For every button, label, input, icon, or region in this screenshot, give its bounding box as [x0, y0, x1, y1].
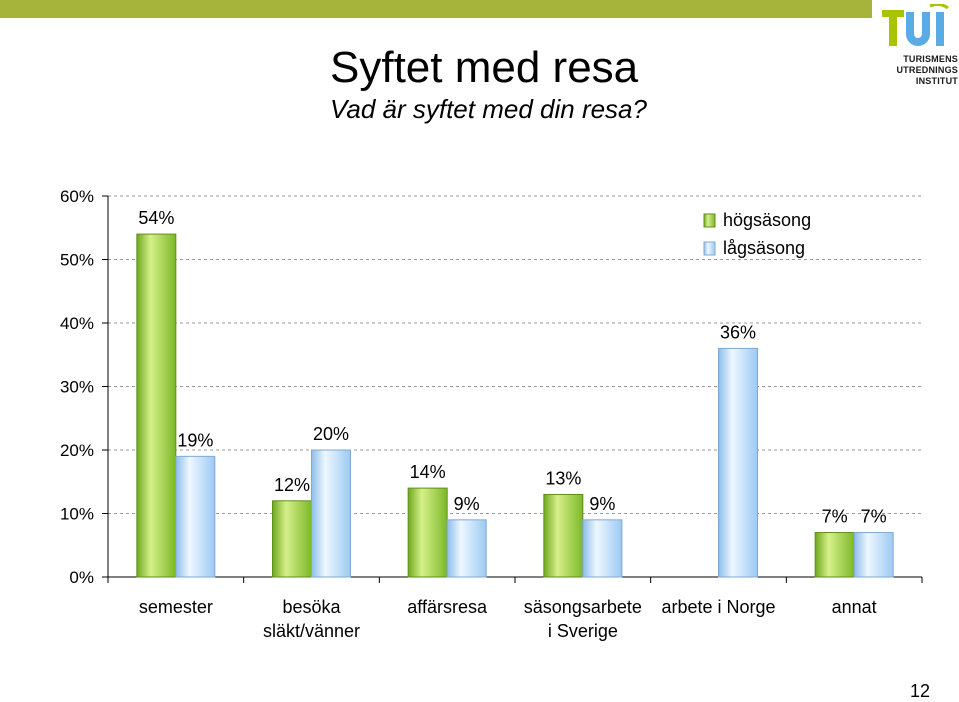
page-title: Syftet med resa [330, 43, 639, 92]
bar-value-label: 9% [589, 494, 615, 514]
logo-line: UTREDNINGS [896, 65, 958, 75]
bar-value-label: 54% [138, 208, 174, 228]
bar-lagsasong [446, 519, 487, 578]
bar-value-label: 20% [313, 424, 349, 444]
bar-value-label: 9% [454, 494, 480, 514]
bar-hogsasong [136, 233, 177, 578]
x-tick-label: i Sverige [548, 621, 618, 641]
axes [102, 195, 923, 583]
x-tick-label: annat [832, 597, 877, 617]
bar-value-label: 7% [822, 507, 848, 527]
y-tick-label: 0% [69, 568, 94, 587]
bar-value-label: 19% [177, 430, 213, 450]
bar-lagsasong [718, 347, 758, 578]
x-tick-label: släkt/vänner [263, 621, 360, 641]
x-tick-label: arbete i Norge [661, 597, 775, 617]
labels: 0% 10% 20% 30% 40% 50% 60% 54% 12% 14% 13% 7% 19% 20%… [60, 187, 887, 641]
page-number: 12 [909, 681, 930, 701]
y-tick-label: 10% [60, 505, 94, 524]
bars [136, 233, 894, 578]
bar-value-label: 7% [861, 507, 887, 527]
y-tick-label: 50% [60, 251, 94, 270]
legend: högsäsong lågsäsong [703, 210, 811, 258]
logo-line: INSTITUT [915, 76, 958, 86]
bar-lagsasong [311, 449, 351, 578]
legend-label: lågsäsong [723, 238, 805, 258]
tui-logo: TURISMENS UTREDNINGS INSTITUT [874, 4, 958, 90]
bar-hogsasong [272, 500, 312, 578]
x-tick-label: affärsresa [407, 597, 488, 617]
y-tick-label: 40% [60, 314, 94, 333]
bar-hogsasong [407, 487, 448, 578]
legend-swatch-lagsasong [703, 241, 716, 256]
logo-line: TURISMENS [903, 54, 958, 64]
y-tick-label: 60% [60, 187, 94, 206]
bar-value-label: 12% [274, 475, 310, 495]
bar-lagsasong [582, 519, 623, 578]
x-tick-label: besöka [282, 597, 341, 617]
y-tick-label: 30% [60, 378, 94, 397]
bar-value-label: 36% [720, 322, 756, 342]
y-tick-label: 20% [60, 441, 94, 460]
legend-label: högsäsong [723, 210, 811, 230]
bar-lagsasong [175, 455, 216, 578]
x-tick-label: semester [139, 597, 213, 617]
tui-logo-mark [882, 4, 949, 46]
page-subtitle: Vad är syftet med din resa? [330, 94, 647, 124]
bar-value-label: 14% [410, 462, 446, 482]
bar-value-label: 13% [545, 468, 581, 488]
x-tick-label: säsongsarbete [524, 597, 642, 617]
bar-lagsasong [853, 532, 894, 578]
bar-hogsasong [814, 532, 855, 578]
bar-hogsasong [543, 493, 584, 578]
grid-lines [108, 195, 922, 514]
legend-swatch-hogsasong [703, 213, 716, 228]
tui-logo-text: TURISMENS UTREDNINGS INSTITUT [874, 54, 958, 87]
top-accent-bar [0, 0, 872, 18]
